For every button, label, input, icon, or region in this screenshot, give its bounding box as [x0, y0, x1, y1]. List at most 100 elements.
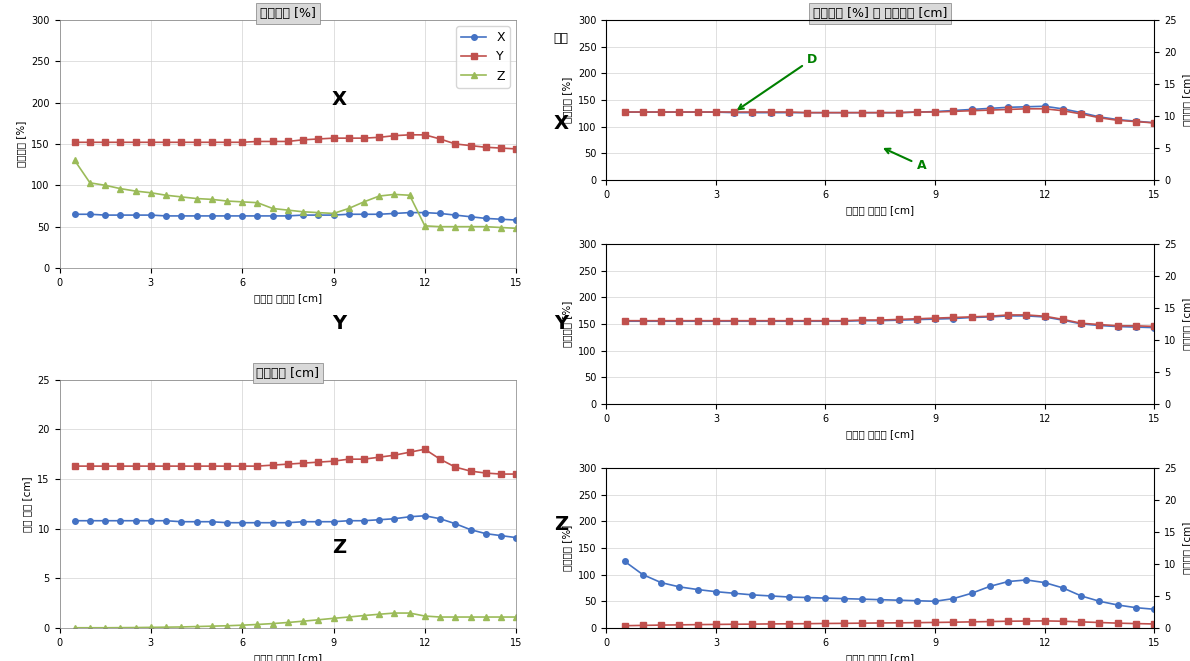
Y	[342, 134, 356, 142]
X	[494, 215, 508, 223]
Y	[250, 462, 264, 470]
Y	[205, 462, 219, 470]
X	[372, 210, 387, 218]
Z	[478, 613, 493, 621]
X	[68, 210, 82, 218]
Y	[296, 136, 311, 143]
X	[342, 210, 356, 218]
Z	[220, 622, 234, 630]
Y	[281, 137, 295, 145]
Line: X: X	[71, 210, 519, 223]
X	[220, 519, 234, 527]
Z	[83, 179, 98, 187]
Z	[98, 181, 112, 189]
X	[265, 212, 280, 220]
Y	[449, 463, 463, 471]
Z	[494, 613, 508, 621]
X	[189, 212, 203, 220]
Z	[205, 196, 219, 204]
X-axis label: 스프링 원처징 [cm]: 스프링 원처징 [cm]	[846, 205, 914, 215]
Y	[326, 134, 340, 142]
Y-axis label: 가속도비 [%]: 가속도비 [%]	[563, 525, 572, 571]
Z	[372, 192, 387, 200]
Y	[129, 462, 143, 470]
Y	[463, 467, 477, 475]
X	[174, 212, 188, 220]
X	[281, 212, 295, 220]
Y	[159, 462, 174, 470]
X	[236, 212, 250, 220]
Y	[98, 138, 112, 146]
Z	[494, 223, 508, 231]
X	[478, 529, 493, 537]
Y	[236, 138, 250, 146]
Y	[478, 469, 493, 477]
Z	[205, 622, 219, 630]
Y	[144, 138, 158, 146]
X	[463, 213, 477, 221]
Y	[68, 462, 82, 470]
Y-axis label: 응답변위 [cm]: 응답변위 [cm]	[1182, 73, 1190, 126]
Z	[144, 189, 158, 197]
Z	[265, 204, 280, 212]
Z	[509, 613, 524, 621]
Z	[159, 191, 174, 199]
Z	[478, 223, 493, 231]
X	[83, 210, 98, 218]
X	[220, 212, 234, 220]
Z	[265, 619, 280, 627]
X	[159, 212, 174, 220]
Title: 가속도비 [%] 및 응답변위 [cm]: 가속도비 [%] 및 응답변위 [cm]	[813, 7, 947, 20]
X	[281, 519, 295, 527]
Y	[311, 135, 325, 143]
Y	[189, 138, 203, 146]
X	[463, 525, 477, 533]
Z	[144, 623, 158, 631]
X	[113, 517, 127, 525]
Y	[68, 138, 82, 146]
X	[205, 518, 219, 525]
X	[509, 533, 524, 541]
X	[494, 531, 508, 539]
Y	[387, 451, 401, 459]
X	[144, 211, 158, 219]
Z	[174, 193, 188, 201]
Y	[509, 145, 524, 153]
Z	[387, 609, 401, 617]
X	[174, 518, 188, 525]
X	[68, 517, 82, 525]
Z	[189, 623, 203, 631]
X	[449, 211, 463, 219]
X-axis label: 스프링 원처징 [cm]: 스프링 원처징 [cm]	[253, 653, 322, 661]
Z	[342, 613, 356, 621]
Y	[372, 453, 387, 461]
Z	[83, 624, 98, 632]
X	[372, 516, 387, 524]
Y-axis label: 응답변위 [cm]: 응답변위 [cm]	[1182, 297, 1190, 350]
Z	[418, 612, 432, 620]
Z	[433, 223, 447, 231]
Z	[296, 617, 311, 625]
X	[326, 211, 340, 219]
X-axis label: 스프링 원처징 [cm]: 스프링 원처징 [cm]	[846, 653, 914, 661]
Z	[281, 206, 295, 214]
Title: 응답변위 [cm]: 응답변위 [cm]	[256, 367, 319, 379]
Text: Y: Y	[555, 315, 569, 333]
Y	[357, 455, 371, 463]
X	[250, 212, 264, 220]
Y	[250, 137, 264, 145]
Y	[281, 460, 295, 468]
X	[509, 216, 524, 224]
Y	[113, 138, 127, 146]
X	[387, 210, 401, 217]
X	[236, 519, 250, 527]
X	[98, 211, 112, 219]
Z	[311, 209, 325, 217]
Z	[129, 623, 143, 631]
Z	[174, 623, 188, 631]
X	[144, 517, 158, 525]
Z	[113, 184, 127, 192]
Y	[296, 459, 311, 467]
Text: Z: Z	[332, 539, 346, 557]
Y	[174, 138, 188, 146]
